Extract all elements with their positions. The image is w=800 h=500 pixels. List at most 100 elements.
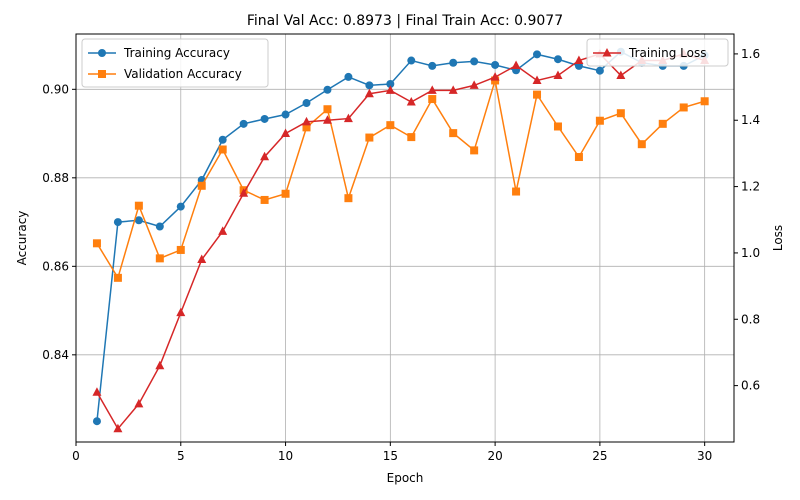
series-layer [92, 47, 710, 433]
data-point [176, 245, 185, 254]
data-point [302, 123, 311, 132]
data-point [323, 105, 332, 114]
x-tick-label: 25 [592, 449, 607, 463]
data-point [532, 75, 542, 84]
data-point [512, 187, 521, 196]
data-point [407, 56, 416, 65]
data-point [449, 129, 458, 138]
y2-tick-label: 1.6 [741, 47, 760, 61]
grid-layer [75, 34, 734, 442]
data-point [491, 60, 500, 69]
data-point [92, 417, 101, 426]
data-point [197, 181, 206, 190]
data-point [155, 222, 164, 231]
legend-label: Training Loss [628, 46, 706, 60]
data-point [134, 216, 143, 225]
data-point [428, 95, 437, 104]
data-point [470, 57, 479, 66]
legend-marker [98, 70, 106, 78]
data-point [176, 202, 185, 211]
data-point [134, 201, 143, 210]
data-point [574, 55, 584, 65]
chart-title: Final Val Acc: 0.8973 | Final Train Acc:… [247, 13, 563, 29]
legend-label: Training Accuracy [123, 46, 230, 60]
data-point [281, 128, 291, 138]
series-line [96, 80, 705, 280]
data-point [553, 122, 562, 131]
data-point [260, 151, 270, 161]
x-tick-label: 30 [697, 449, 712, 463]
data-point [302, 99, 311, 108]
data-point [428, 61, 437, 70]
data-point [344, 194, 353, 203]
data-point [595, 116, 604, 125]
y-tick-label: 0.86 [42, 259, 69, 273]
y-axis-title: Accuracy [15, 211, 29, 266]
series-line [96, 53, 705, 431]
legend-box [81, 38, 269, 88]
series-line [96, 50, 706, 422]
data-point [155, 254, 164, 263]
data-point [469, 80, 479, 89]
data-point [113, 423, 123, 433]
y2-tick-label: 1.0 [741, 246, 760, 260]
data-point [176, 307, 186, 317]
data-point [239, 188, 249, 197]
legend-label: Validation Accuracy [124, 67, 242, 81]
data-point [553, 70, 563, 79]
data-point [637, 140, 646, 149]
legend-right: Training Loss [586, 38, 729, 67]
x-axis-title: Epoch [387, 471, 424, 485]
legend-left: Training Accuracy Validation Accuracy [81, 38, 269, 88]
data-point [490, 72, 500, 81]
y-tick-label: 0.90 [42, 82, 69, 96]
data-point [407, 133, 416, 142]
y-tick-label: 0.88 [42, 171, 69, 185]
data-point [113, 218, 122, 227]
data-point [218, 226, 228, 235]
data-point [260, 114, 269, 123]
data-point [386, 121, 395, 130]
data-point [322, 115, 332, 124]
data-point [344, 72, 353, 81]
y2-tick-label: 0.6 [741, 379, 760, 393]
data-point [281, 189, 290, 198]
y2-tick-label: 1.4 [741, 113, 760, 127]
data-point [533, 90, 542, 99]
legend-marker [98, 49, 106, 57]
y2-tick-label: 1.2 [741, 180, 760, 194]
data-point [218, 135, 227, 144]
y-tick-label: 0.84 [42, 348, 69, 362]
data-point [92, 239, 101, 248]
data-point [281, 110, 290, 119]
data-point [385, 85, 395, 94]
data-point [239, 119, 248, 128]
x-tick-label: 0 [72, 449, 80, 463]
data-point [427, 85, 437, 94]
data-point [616, 70, 626, 79]
legend-box [586, 38, 729, 67]
data-point [386, 80, 395, 89]
data-point [323, 85, 332, 94]
data-point [679, 103, 688, 112]
data-point [449, 58, 458, 67]
data-point [658, 119, 667, 128]
x-tick-label: 5 [177, 449, 185, 463]
data-point [533, 50, 542, 59]
y2-axis-title: Loss [771, 225, 785, 251]
data-point [134, 398, 144, 408]
data-point [365, 133, 374, 142]
y2-tick-label: 0.8 [741, 312, 760, 326]
data-point [595, 66, 604, 75]
data-point [364, 88, 374, 98]
legend-marker [602, 48, 612, 57]
data-point [365, 81, 374, 90]
data-point [616, 109, 625, 118]
x-tick-label: 10 [278, 449, 293, 463]
data-point [406, 97, 416, 106]
data-point [553, 55, 562, 64]
data-point [218, 145, 227, 154]
data-point [155, 360, 165, 370]
data-point [470, 146, 479, 155]
